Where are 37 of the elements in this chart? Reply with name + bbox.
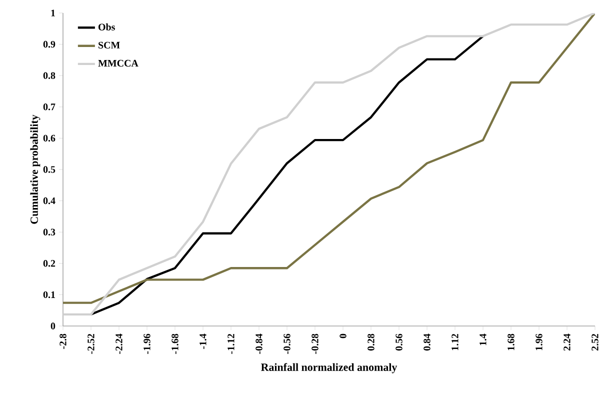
x-tick-label: 2.24: [564, 334, 570, 351]
x-tick-label: -2.24: [116, 334, 122, 354]
x-tick-label: -2.52: [88, 334, 94, 354]
y-tick-label: 0.3: [43, 228, 56, 236]
y-tick-label: 0.2: [43, 260, 56, 267]
legend-label: MMCCA: [98, 60, 138, 67]
y-tick-label: 0.7: [43, 104, 56, 110]
y-axis-title: Cumulative probability: [30, 114, 40, 224]
x-tick-label: 0.28: [368, 334, 374, 351]
x-tick-label: 1.96: [536, 334, 542, 350]
x-tick-label: -1.4: [200, 334, 206, 349]
x-tick-label: -0.56: [284, 334, 290, 354]
y-tick-label: 0.8: [43, 72, 56, 79]
x-tick-label: -0.28: [312, 334, 318, 354]
x-tick-label: 1.4: [480, 334, 486, 346]
legend-label: SCM: [98, 42, 120, 49]
x-tick-label: 1.12: [452, 334, 458, 350]
y-tick-label: 0.9: [43, 40, 56, 48]
y-tick-label: 0.4: [43, 197, 56, 204]
x-tick-label: 0.56: [396, 334, 402, 351]
x-tick-label: 0.84: [424, 334, 430, 351]
x-tick-label: 2.52: [592, 334, 598, 351]
x-tick-label: -1.96: [144, 334, 150, 354]
line-series: [90, 35, 484, 316]
legend-label: Obs: [98, 23, 115, 30]
x-tick-label: -1.68: [172, 334, 178, 354]
x-tick-label: 0: [340, 334, 346, 338]
x-tick-label: -0.84: [256, 334, 262, 354]
x-tick-label: -2.8: [60, 334, 66, 349]
x-tick-label: 1.68: [508, 334, 514, 350]
x-tick-label: -1.12: [228, 334, 234, 354]
y-tick-label: 1: [51, 10, 55, 16]
y-tick-label: 0.5: [43, 166, 56, 173]
y-tick-label: 0.6: [43, 134, 56, 142]
x-axis-title: Rainfall normalized anomaly: [261, 363, 398, 374]
y-tick-label: 0: [50, 322, 56, 330]
y-tick-label: 0.1: [43, 291, 55, 298]
